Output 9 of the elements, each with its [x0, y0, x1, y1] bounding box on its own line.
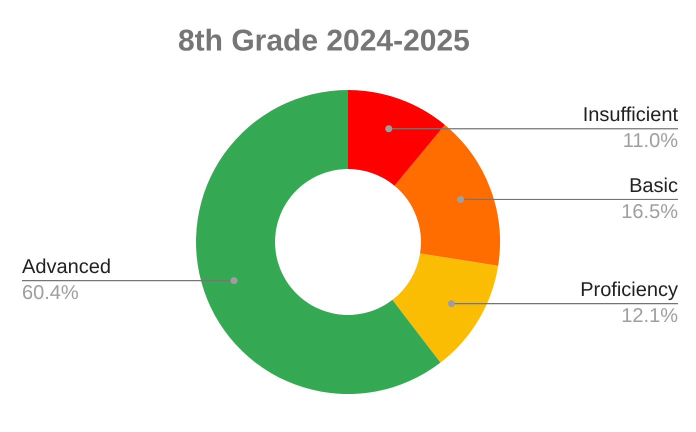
chart-title: 8th Grade 2024-2025 [178, 24, 470, 58]
data-label: 11.0% [622, 130, 678, 152]
data-label: 12.1% [621, 305, 678, 328]
slice-label: Basic [629, 174, 678, 197]
slice-label: Insufficient [582, 104, 678, 126]
slice-label: Advanced [22, 256, 111, 278]
slice-label: Proficiency [580, 279, 678, 302]
data-label: 16.5% [621, 200, 678, 223]
data-label: 60.4% [22, 282, 79, 304]
